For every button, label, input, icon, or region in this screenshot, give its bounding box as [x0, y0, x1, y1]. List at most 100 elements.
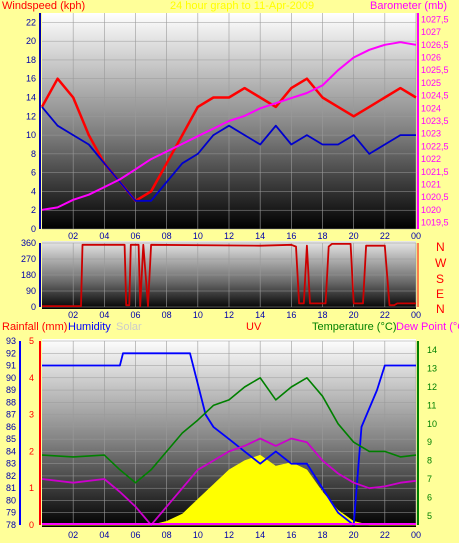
wind-panel-x-tick-04: 04 — [99, 231, 109, 241]
wind-average-series-line — [41, 106, 416, 202]
humidity-panel-x-tick-04: 04 — [99, 530, 109, 540]
direction-panel-x-tick-20: 20 — [349, 310, 359, 320]
direction-letter-e: E — [436, 287, 445, 301]
rainfall-y-tick-5: 5 — [29, 336, 34, 346]
windspeed-y-tick-20: 20 — [26, 36, 36, 46]
windspeed-y-tick-14: 14 — [26, 93, 36, 103]
barometer-y-tick-1020: 1020 — [421, 205, 441, 215]
barometer-y-tick-1021: 1021 — [421, 180, 441, 190]
barometer-y-tick-1022-5: 1022,5 — [421, 141, 449, 151]
humidity-panel-x-tick-08: 08 — [162, 530, 172, 540]
humidity-y-tick-83: 83 — [6, 459, 16, 469]
humidity-panel-x-tick-18: 18 — [317, 530, 327, 540]
rainfall-y-tick-3: 3 — [29, 410, 34, 420]
wind-panel-x-tick-22: 22 — [380, 231, 390, 241]
temperature-y-tick-11: 11 — [427, 400, 436, 410]
barometer-y-tick-1027-5: 1027,5 — [421, 14, 449, 24]
humidity-panel-x-tick-16: 16 — [286, 530, 296, 540]
windspeed-axis-title: Windspeed (kph) — [2, 0, 86, 12]
windspeed-y-tick-2: 2 — [31, 205, 36, 215]
wind-panel-x-tick-12: 12 — [224, 231, 234, 241]
humidity-y-tick-81: 81 — [6, 483, 16, 493]
windspeed-y-tick-10: 10 — [26, 130, 36, 140]
humidity-panel-x-tick-06: 06 — [130, 530, 140, 540]
windspeed-y-tick-22: 22 — [26, 17, 36, 27]
temperature-y-tick-12: 12 — [427, 382, 437, 392]
windspeed-y-tick-8: 8 — [31, 149, 36, 159]
dewpoint-series-line — [41, 437, 417, 526]
temperature-y-tick-13: 13 — [427, 364, 437, 374]
humidity-y-tick-79: 79 — [6, 508, 16, 518]
wind-panel-x-tick-18: 18 — [317, 231, 327, 241]
uv-axis-title: UV — [246, 321, 262, 333]
direction-letter-w: W — [435, 256, 447, 270]
temperature-y-tick-8: 8 — [427, 456, 432, 466]
humidity-y-tick-87: 87 — [6, 410, 16, 420]
humidity-panel-x-tick-02: 02 — [68, 530, 78, 540]
wind-panel-x-tick-20: 20 — [349, 231, 359, 241]
humidity-panel-x-tick-22: 22 — [380, 530, 390, 540]
direction-series-line — [42, 242, 416, 308]
direction-y-tick-90: 90 — [26, 286, 36, 296]
humidity-y-tick-91: 91 — [6, 361, 16, 371]
wind-panel-x-tick-16: 16 — [286, 231, 296, 241]
barometer-y-tick-1026: 1026 — [421, 52, 441, 62]
wind-panel-x-tick-00: 00 — [411, 231, 421, 241]
direction-letter-s: S — [436, 272, 445, 286]
direction-panel-x-tick-02: 02 — [68, 310, 78, 320]
humidity-y-tick-85: 85 — [6, 434, 16, 444]
humidity-panel-x-tick-12: 12 — [224, 530, 234, 540]
humidity-panel-x-tick-14: 14 — [255, 530, 265, 540]
direction-panel-x-tick-16: 16 — [286, 310, 296, 320]
humidity-panel-x-tick-20: 20 — [349, 530, 359, 540]
barometer-y-tick-1023-5: 1023,5 — [421, 116, 449, 126]
rainfall-axis-title: Rainfall (mm) — [2, 321, 68, 333]
wind-panel-x-tick-06: 06 — [130, 231, 140, 241]
direction-letter-n-top: N — [436, 240, 445, 254]
barometer-axis-title: Barometer (mb) — [370, 0, 448, 12]
direction-panel-x-tick-04: 04 — [99, 310, 109, 320]
humidity-y-tick-82: 82 — [6, 471, 16, 481]
direction-y-tick-0: 0 — [31, 302, 36, 312]
windspeed-y-tick-4: 4 — [31, 186, 36, 196]
direction-panel-x-tick-14: 14 — [255, 310, 265, 320]
rainfall-y-tick-1: 1 — [29, 483, 34, 493]
barometer-y-tick-1024: 1024 — [421, 103, 441, 113]
windspeed-y-tick-6: 6 — [31, 168, 36, 178]
humidity-y-tick-88: 88 — [6, 397, 16, 407]
barometer-y-tick-1027: 1027 — [421, 27, 441, 37]
windspeed-y-tick-12: 12 — [26, 111, 36, 121]
temperature-y-tick-10: 10 — [427, 419, 437, 429]
solar-axis-title: Solar — [116, 321, 142, 333]
windspeed-y-tick-0: 0 — [31, 224, 36, 234]
humidity-y-tick-86: 86 — [6, 422, 16, 432]
rainfall-y-tick-2: 2 — [29, 446, 34, 456]
barometer-y-tick-1025: 1025 — [421, 78, 441, 88]
humidity-panel-x-tick-00: 00 — [411, 530, 421, 540]
temperature-y-tick-7: 7 — [427, 474, 432, 484]
barometer-y-tick-1025-5: 1025,5 — [421, 65, 449, 75]
humidity-y-tick-78: 78 — [6, 520, 16, 530]
direction-panel-x-tick-08: 08 — [162, 310, 172, 320]
temperature-y-tick-5: 5 — [427, 511, 432, 521]
humidity-y-tick-90: 90 — [6, 373, 16, 383]
barometer-series-line — [41, 41, 417, 211]
barometer-y-tick-1020-5: 1020,5 — [421, 192, 449, 202]
chart-title: 24 hour graph to 11-Apr-2009 — [170, 0, 315, 12]
rainfall-y-tick-4: 4 — [29, 373, 34, 383]
wind-panel-x-tick-02: 02 — [68, 231, 78, 241]
windspeed-y-tick-18: 18 — [26, 55, 36, 65]
rainfall-y-tick-0: 0 — [29, 520, 34, 530]
wind-panel-x-tick-10: 10 — [193, 231, 203, 241]
direction-panel-x-tick-22: 22 — [380, 310, 390, 320]
temperature-y-tick-6: 6 — [427, 492, 432, 502]
direction-y-tick-270: 270 — [21, 254, 36, 264]
humidity-y-tick-93: 93 — [6, 336, 16, 346]
humidity-axis-title: Humidity — [68, 321, 111, 333]
barometer-y-tick-1021-5: 1021,5 — [421, 167, 449, 177]
temperature-axis-title: Temperature (°C) — [312, 321, 397, 333]
barometer-y-tick-1022: 1022 — [421, 154, 441, 164]
temperature-series-line — [41, 376, 417, 484]
direction-letter-n-bottom: N — [436, 302, 445, 316]
